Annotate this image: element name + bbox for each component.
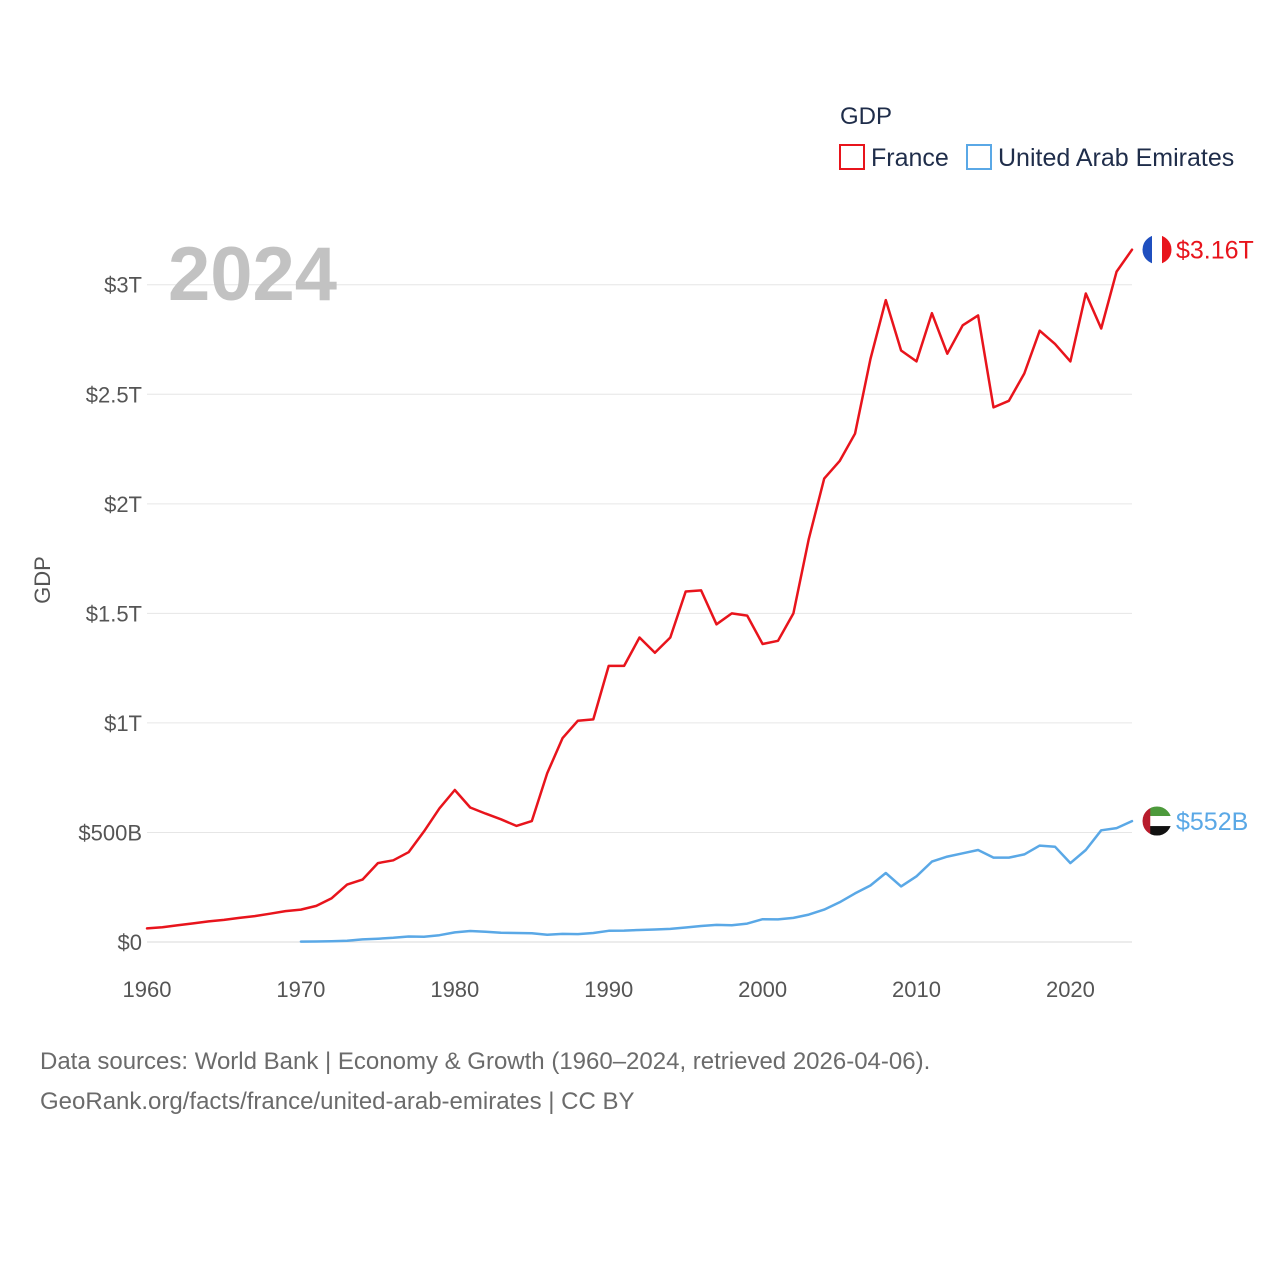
footer-sources: Data sources: World Bank | Economy & Gro… bbox=[40, 1048, 931, 1075]
x-tick-label: 2020 bbox=[1046, 977, 1095, 1002]
y-tick-label: $3T bbox=[104, 273, 142, 298]
y-tick-label: $500B bbox=[78, 820, 142, 845]
gdp-line-chart: 2024 $0 $500B $1T $1.5T $2T $2.5T $3T 1960 1970… bbox=[30, 103, 1254, 1002]
gridlines bbox=[147, 284, 1132, 943]
y-tick-label: $1.5T bbox=[86, 601, 142, 626]
legend-label-france[interactable]: France bbox=[871, 144, 949, 172]
series-lines bbox=[145, 248, 1134, 943]
x-tick-label: 1980 bbox=[430, 977, 479, 1002]
y-axis-label: GDP bbox=[30, 556, 55, 604]
y-axis-ticks: $0 $500B $1T $1.5T $2T $2.5T $3T bbox=[78, 273, 142, 955]
footer-url: GeoRank.org/facts/france/united-arab-emi… bbox=[40, 1088, 635, 1115]
uae-flag-icon bbox=[1141, 805, 1173, 837]
x-tick-label: 1970 bbox=[276, 977, 325, 1002]
legend-swatch-uae[interactable] bbox=[966, 144, 992, 170]
legend-title: GDP bbox=[840, 103, 892, 130]
legend-label-uae[interactable]: United Arab Emirates bbox=[998, 144, 1234, 172]
x-tick-label: 2000 bbox=[738, 977, 787, 1002]
x-tick-label: 2010 bbox=[892, 977, 941, 1002]
y-tick-label: $2.5T bbox=[86, 382, 142, 407]
legend-swatch-france[interactable] bbox=[839, 144, 865, 170]
end-value-label-france: $3.16T bbox=[1176, 237, 1254, 265]
y-tick-label: $2T bbox=[104, 492, 142, 517]
x-axis-ticks: 1960 1970 1980 1990 2000 2010 2020 bbox=[123, 977, 1095, 1002]
y-tick-label: $1T bbox=[104, 711, 142, 736]
end-value-label-uae: $552B bbox=[1176, 808, 1248, 836]
watermark-year: 2024 bbox=[168, 232, 337, 317]
series-line-france[interactable] bbox=[145, 248, 1134, 930]
series-end-markers: $3.16T $552B bbox=[1141, 234, 1254, 837]
france-flag-icon bbox=[1141, 234, 1173, 266]
x-tick-label: 1960 bbox=[123, 977, 172, 1002]
x-tick-label: 1990 bbox=[584, 977, 633, 1002]
footer: Data sources: World Bank | Economy & Gro… bbox=[40, 1042, 930, 1122]
legend: GDP France United Arab Emirates bbox=[839, 103, 1234, 172]
series-line-uae[interactable] bbox=[299, 819, 1134, 943]
y-tick-label: $0 bbox=[118, 930, 142, 955]
